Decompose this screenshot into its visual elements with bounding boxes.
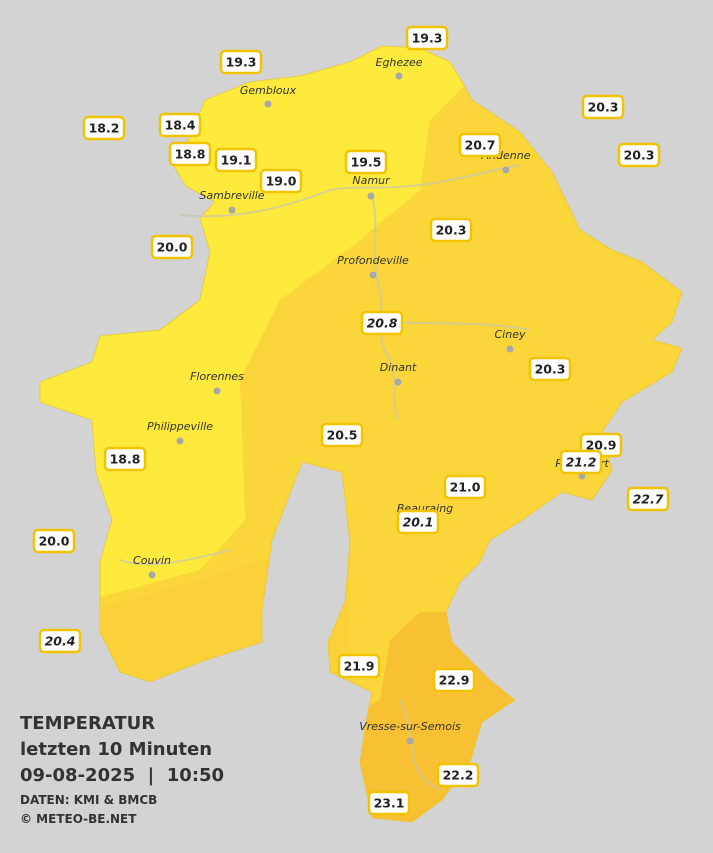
station-box xyxy=(367,790,411,816)
city-dot xyxy=(506,345,514,353)
city-dot xyxy=(369,271,377,279)
legend-copyright: © METEO-BE.NET xyxy=(20,812,137,826)
station-box xyxy=(436,762,480,788)
station-temperature: 20.3 xyxy=(624,148,655,163)
station-temperature: 21.0 xyxy=(450,480,481,495)
station-temperature: 19.3 xyxy=(412,31,443,46)
station-temperature: 18.4 xyxy=(165,118,196,133)
city-label: Dinant xyxy=(380,361,417,374)
station-box xyxy=(219,49,263,75)
city-dot xyxy=(213,387,221,395)
station-box xyxy=(168,141,212,167)
station-temperature: 20.4 xyxy=(45,634,76,649)
station-box xyxy=(344,149,388,175)
city-dot xyxy=(406,737,414,745)
city-dot xyxy=(394,378,402,386)
city-dot xyxy=(264,100,272,108)
city-label: Vresse-sur-Semois xyxy=(359,720,461,733)
station-temperature: 20.0 xyxy=(157,240,188,255)
station-temperature: 21.2 xyxy=(566,455,597,470)
legend-source: DATEN: KMI & BMCB xyxy=(20,793,157,807)
station-temperature: 20.3 xyxy=(436,223,467,238)
station-temperature: 21.9 xyxy=(344,659,375,674)
station-temperature: 18.2 xyxy=(89,121,120,136)
station-box xyxy=(158,112,202,138)
station-box xyxy=(103,446,147,472)
city-dot xyxy=(148,571,156,579)
city-label: Philippeville xyxy=(147,420,213,433)
station-box xyxy=(320,422,364,448)
station-box xyxy=(528,356,572,382)
station-temperature: 18.8 xyxy=(175,147,206,162)
station-temperature: 19.0 xyxy=(266,174,297,189)
city-dot xyxy=(367,192,375,200)
station-box xyxy=(360,310,404,336)
station-temperature: 22.2 xyxy=(443,768,474,783)
station-box xyxy=(405,25,449,51)
legend-title: TEMPERATUR xyxy=(20,713,155,734)
station-box xyxy=(214,147,258,173)
city-label: Ciney xyxy=(495,328,526,341)
station-temperature: 19.3 xyxy=(226,55,257,70)
city-label: Sambreville xyxy=(199,189,264,202)
station-box xyxy=(150,234,194,260)
station-temperature: 20.8 xyxy=(367,316,398,331)
station-temperature: 20.9 xyxy=(586,438,617,453)
station-temperature: 18.8 xyxy=(110,452,141,467)
station-temperature: 20.0 xyxy=(39,534,70,549)
station-box xyxy=(429,217,473,243)
station-box xyxy=(32,528,76,554)
city-dot xyxy=(395,72,403,80)
station-box xyxy=(458,132,502,158)
station-temperature: 22.9 xyxy=(439,673,470,688)
legend-datetime: 09-08-2025 | 10:50 xyxy=(20,765,224,786)
city-label: Florennes xyxy=(190,370,244,383)
city-dot xyxy=(502,166,510,174)
station-temperature: 23.1 xyxy=(374,796,405,811)
city-label: Gembloux xyxy=(240,84,297,97)
station-temperature: 20.1 xyxy=(403,515,434,530)
city-label: Namur xyxy=(352,174,391,187)
station-temperature: 19.1 xyxy=(221,153,252,168)
station-box xyxy=(581,94,625,120)
station-box xyxy=(82,115,126,141)
station-box xyxy=(443,474,487,500)
station-temperature: 20.7 xyxy=(465,138,496,153)
station-box xyxy=(559,449,603,475)
station-box xyxy=(617,142,661,168)
legend-period: letzten 10 Minuten xyxy=(20,739,212,760)
station-box xyxy=(38,628,82,654)
station-box xyxy=(432,667,476,693)
station-box xyxy=(337,653,381,679)
station-box xyxy=(259,168,303,194)
station-temperature: 20.5 xyxy=(327,428,358,443)
city-label: Profondeville xyxy=(337,254,409,267)
station-box xyxy=(396,509,440,535)
city-label: Couvin xyxy=(133,554,171,567)
station-temperature: 19.5 xyxy=(351,155,382,170)
station-temperature: 20.3 xyxy=(535,362,566,377)
city-label: Eghezee xyxy=(376,56,423,69)
station-temperature: 20.3 xyxy=(588,100,619,115)
station-box xyxy=(626,486,670,512)
station-temperature: 22.7 xyxy=(633,492,664,507)
city-dot xyxy=(176,437,184,445)
city-dot xyxy=(228,206,236,214)
